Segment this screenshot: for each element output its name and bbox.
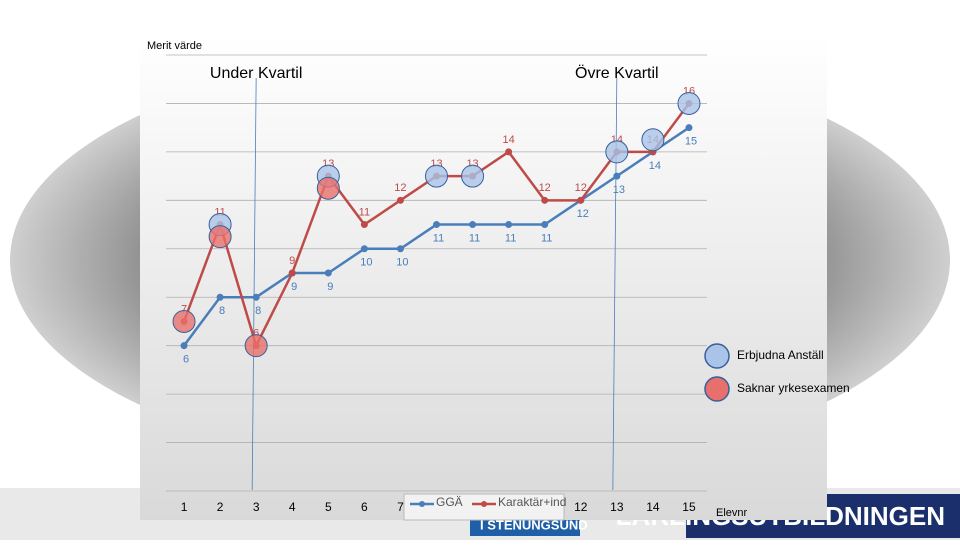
point	[288, 269, 296, 277]
data-label: 6	[253, 328, 259, 340]
point	[360, 221, 368, 229]
point	[396, 196, 404, 204]
y-axis-label: Merit värde	[147, 40, 202, 52]
point	[180, 342, 188, 350]
point	[541, 196, 549, 204]
x-tick-label: 7	[397, 500, 404, 514]
highlight-marker	[208, 225, 232, 249]
data-label: 10	[396, 257, 408, 269]
highlight-marker	[172, 309, 196, 333]
x-axis-label: Elevnr	[716, 507, 748, 519]
annotation: Under Kvartil	[210, 65, 302, 82]
data-label: 11	[359, 206, 370, 218]
point	[252, 293, 260, 301]
legend-dot	[419, 501, 425, 507]
x-tick-label: 3	[253, 500, 260, 514]
data-label: 13	[613, 184, 625, 196]
x-tick-label: 15	[682, 500, 696, 514]
data-label: 15	[685, 136, 697, 148]
data-label: 6	[183, 354, 189, 366]
data-label: 9	[289, 255, 295, 267]
data-label: 7	[181, 303, 187, 315]
x-tick-label: 6	[361, 500, 368, 514]
data-label: 8	[255, 305, 261, 317]
x-tick-label: 4	[289, 500, 296, 514]
legend-dot	[481, 501, 487, 507]
data-label: 12	[394, 182, 406, 194]
data-label: 11	[541, 232, 552, 244]
point	[216, 293, 224, 301]
x-tick-label: 13	[610, 500, 624, 514]
point	[505, 148, 513, 156]
point	[433, 221, 440, 229]
x-tick-label: 12	[574, 500, 588, 514]
quartile-line	[251, 77, 257, 491]
point	[577, 196, 585, 204]
x-tick-label: 2	[217, 500, 224, 514]
data-label: 14	[649, 160, 661, 172]
legend-label: Karaktär+ind	[498, 495, 566, 509]
highlight-marker	[244, 334, 268, 358]
x-tick-label: 1	[181, 500, 188, 514]
chart-panel	[140, 35, 827, 520]
point	[685, 124, 693, 132]
point	[469, 221, 477, 229]
legend-label: GGÄ	[436, 495, 463, 509]
highlight-marker	[461, 164, 485, 188]
data-label: 8	[219, 305, 225, 317]
data-label: 9	[291, 281, 297, 293]
annotation: Övre Kvartil	[575, 64, 659, 82]
data-label: 11	[505, 232, 516, 244]
data-label: 9	[327, 281, 333, 293]
highlight-marker	[677, 91, 701, 115]
point	[505, 221, 513, 229]
legend-label: Saknar yrkesexamen	[737, 381, 850, 395]
data-label: 12	[575, 182, 587, 194]
legend-label: Erbjudna Anställ	[737, 348, 824, 362]
school-name: I STENUNGSUND	[480, 517, 588, 532]
legend-marker	[704, 376, 730, 402]
x-tick-label: 5	[325, 500, 332, 514]
data-label: 11	[469, 232, 480, 244]
x-tick-label: 14	[646, 500, 660, 514]
highlight-marker	[641, 128, 665, 152]
data-label: 12	[577, 208, 589, 220]
data-label: 14	[503, 134, 515, 146]
data-label: 10	[360, 257, 372, 269]
legend-marker	[704, 343, 730, 369]
point	[360, 245, 368, 253]
data-label: 11	[214, 206, 225, 218]
point	[324, 269, 332, 277]
data-label: 12	[539, 182, 551, 194]
point	[541, 221, 549, 229]
highlight-marker	[605, 140, 629, 164]
data-label: 11	[433, 232, 444, 244]
highlight-marker	[316, 176, 340, 200]
point	[396, 245, 404, 253]
highlight-marker	[425, 164, 448, 188]
point	[613, 172, 621, 180]
